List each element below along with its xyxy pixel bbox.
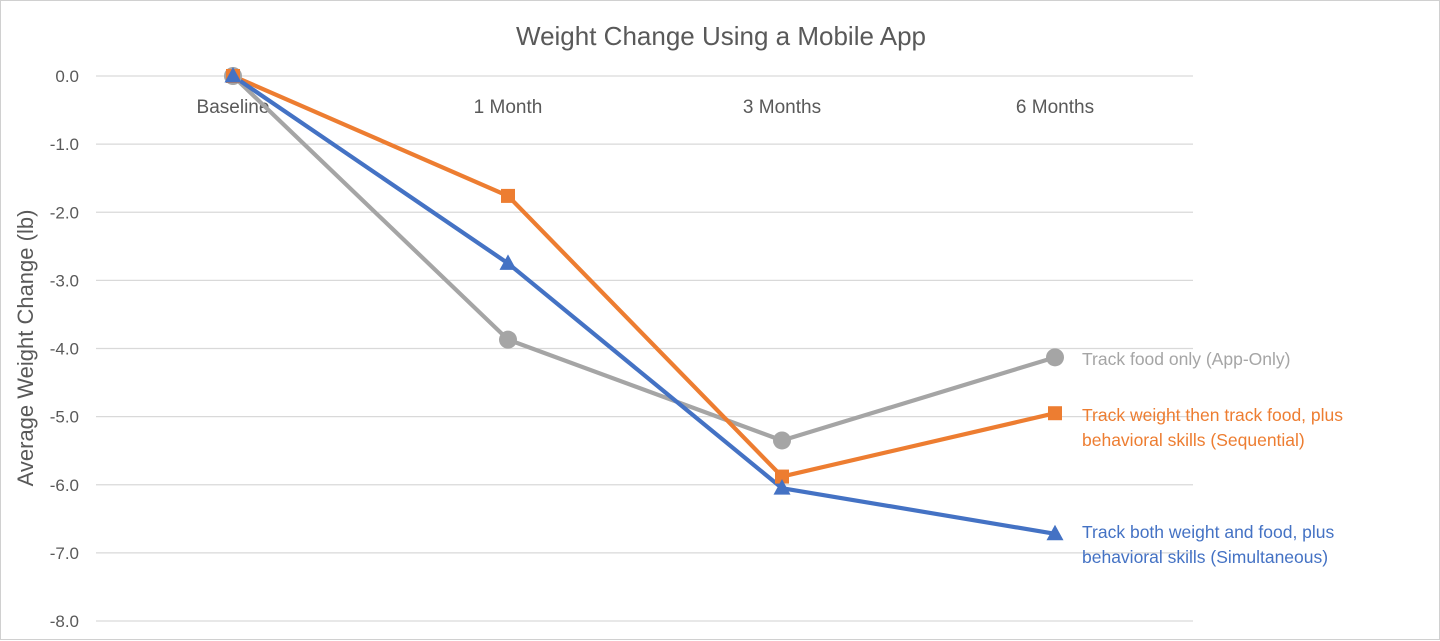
series-markers	[224, 67, 1064, 541]
series-line	[230, 73, 1058, 536]
x-tick-label: 6 Months	[1016, 97, 1094, 118]
y-axis-ticks: 0.0 -1.0 -2.0 -3.0 -4.0 -5.0 -6.0 -7.0 -8.0	[50, 67, 79, 631]
series-labels: Track food only (App-Only) Track weight t…	[1082, 349, 1343, 567]
series-line	[230, 73, 1058, 479]
data-point	[499, 254, 517, 270]
data-point	[1046, 524, 1064, 541]
data-point	[773, 479, 791, 495]
gridlines	[96, 75, 1193, 622]
series-line	[230, 73, 1058, 443]
y-tick-label: -5.0	[50, 408, 79, 427]
y-tick-label: 0.0	[55, 67, 79, 86]
data-point	[1048, 406, 1062, 421]
series-label: Track food only (App-Only)	[1082, 349, 1290, 369]
x-tick-label: 1 Month	[474, 97, 543, 118]
y-tick-label: -4.0	[50, 340, 79, 359]
y-tick-label: -3.0	[50, 271, 79, 290]
series-label: Track weight then track food, plus behavi…	[1082, 405, 1343, 450]
y-tick-label: -2.0	[50, 203, 79, 222]
x-axis-ticks: Baseline 1 Month 3 Months 6 Months	[197, 97, 1095, 118]
series-label: Track both weight and food, plus behavior…	[1082, 522, 1335, 567]
data-point	[501, 188, 515, 203]
x-tick-label: 3 Months	[743, 97, 821, 118]
data-point	[773, 431, 791, 450]
y-tick-label: -1.0	[50, 135, 79, 154]
y-tick-label: -6.0	[50, 476, 79, 495]
data-point	[499, 330, 517, 349]
data-point	[775, 469, 789, 484]
chart-title: Weight Change Using a Mobile App	[516, 21, 926, 51]
y-tick-label: -7.0	[50, 544, 79, 563]
series-lines	[230, 73, 1058, 536]
data-point	[1046, 348, 1064, 367]
data-point	[224, 67, 242, 83]
x-tick-label: Baseline	[197, 97, 270, 118]
y-axis-label: Average Weight Change (lb)	[13, 210, 38, 487]
y-tick-label: -8.0	[50, 612, 79, 631]
